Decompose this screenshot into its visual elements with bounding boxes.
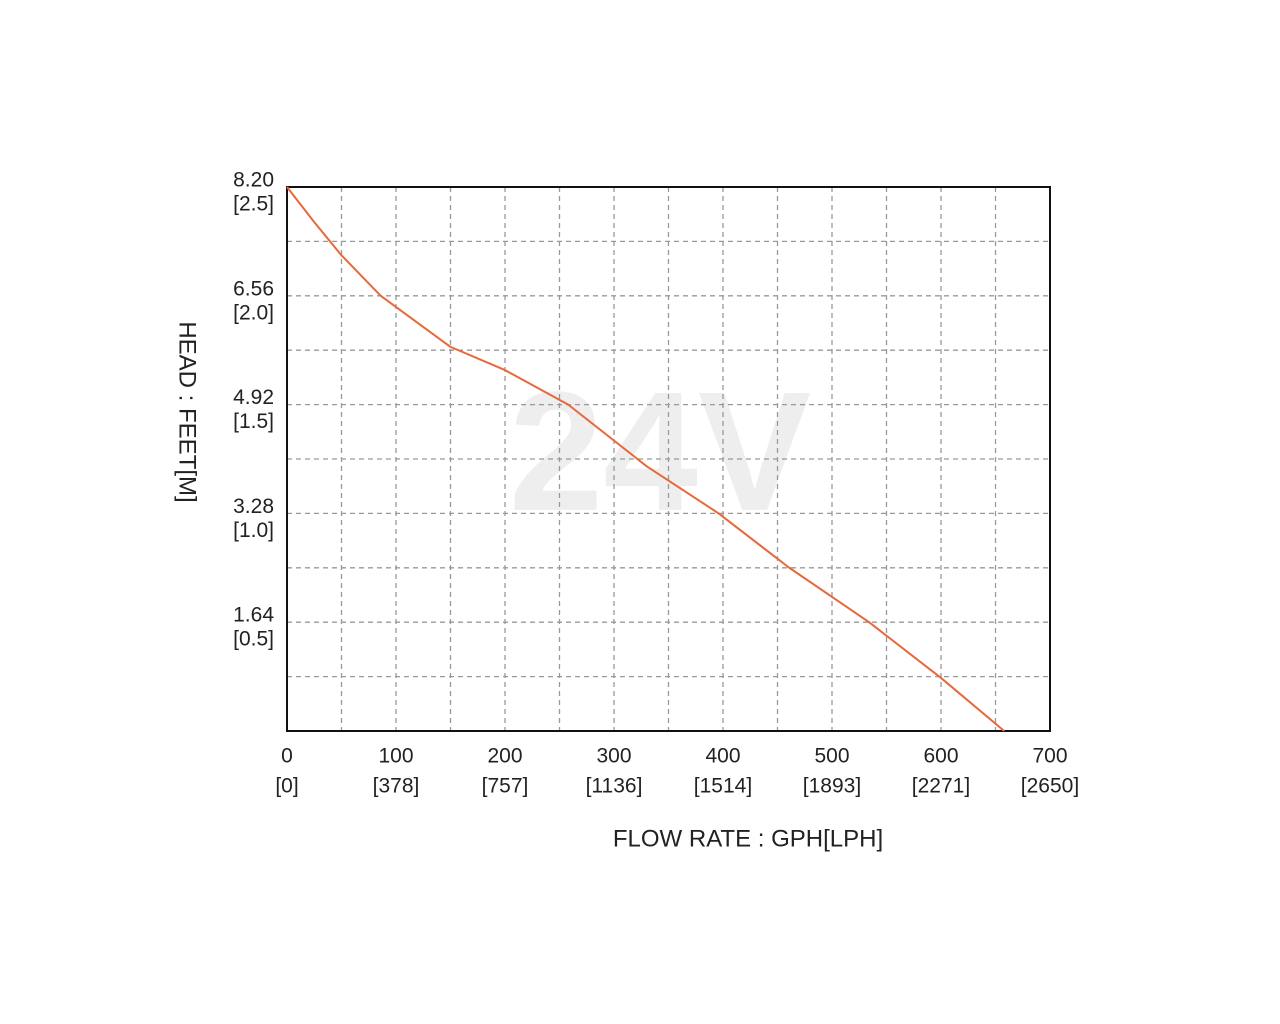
y-tick-label: 1.64: [233, 604, 274, 627]
x-tick-label: 600: [923, 745, 958, 768]
x-tick-label: 0: [281, 745, 293, 768]
x-tick-label: 400: [705, 745, 740, 768]
x-tick-metric: [757]: [482, 775, 529, 798]
x-tick-metric: [1136]: [586, 775, 643, 798]
y-tick-label: 4.92: [233, 386, 274, 409]
y-tick-label: 3.28: [233, 495, 274, 518]
y-axis-label: HEAD : FEET[M]: [174, 321, 201, 502]
x-tick-metric: [0]: [275, 775, 298, 798]
x-tick-label: 500: [814, 745, 849, 768]
x-tick-metric: [1514]: [694, 775, 752, 798]
x-tick-metric: [1893]: [803, 775, 861, 798]
x-tick-metric: [2271]: [912, 775, 970, 798]
y-tick-label: 6.56: [233, 277, 274, 300]
x-tick-label: 300: [596, 745, 631, 768]
x-tick-metric: [378]: [373, 775, 420, 798]
x-axis-label: FLOW RATE : GPH[LPH]: [613, 825, 883, 852]
data-line: [286, 186, 1005, 732]
y-tick-metric: [0.5]: [233, 628, 274, 651]
y-tick-metric: [1.5]: [233, 410, 274, 433]
plot-frame: [286, 186, 1051, 732]
y-tick-metric: [2.0]: [233, 301, 274, 324]
x-tick-label: 700: [1032, 745, 1067, 768]
y-tick-metric: [1.0]: [233, 519, 274, 542]
y-tick-metric: [2.5]: [233, 193, 274, 216]
x-tick-metric: [2650]: [1021, 775, 1079, 798]
y-tick-label: 8.20: [233, 169, 274, 192]
x-tick-label: 100: [378, 745, 413, 768]
x-tick-label: 200: [487, 745, 522, 768]
watermark: 24V: [509, 357, 811, 547]
